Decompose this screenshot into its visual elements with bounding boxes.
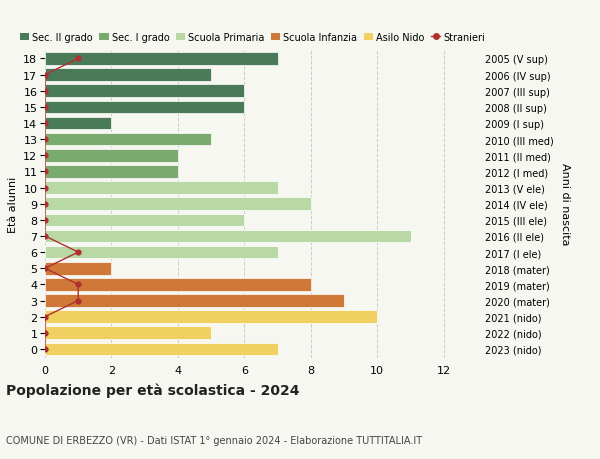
Bar xyxy=(45,343,278,355)
Bar xyxy=(45,118,112,130)
Bar xyxy=(45,214,244,227)
Bar xyxy=(45,295,344,307)
Bar xyxy=(45,85,244,98)
Text: COMUNE DI ERBEZZO (VR) - Dati ISTAT 1° gennaio 2024 - Elaborazione TUTTITALIA.IT: COMUNE DI ERBEZZO (VR) - Dati ISTAT 1° g… xyxy=(6,435,422,445)
Bar xyxy=(45,327,211,339)
Bar xyxy=(45,69,211,82)
Bar xyxy=(45,53,278,66)
Y-axis label: Età alunni: Età alunni xyxy=(8,176,17,232)
Bar xyxy=(45,311,377,323)
Bar xyxy=(45,198,311,211)
Y-axis label: Anni di nascita: Anni di nascita xyxy=(560,163,570,246)
Bar xyxy=(45,279,311,291)
Bar xyxy=(45,263,112,275)
Legend: Sec. II grado, Sec. I grado, Scuola Primaria, Scuola Infanzia, Asilo Nido, Stran: Sec. II grado, Sec. I grado, Scuola Prim… xyxy=(20,33,485,43)
Bar xyxy=(45,134,211,146)
Text: Popolazione per età scolastica - 2024: Popolazione per età scolastica - 2024 xyxy=(6,382,299,397)
Bar xyxy=(45,150,178,162)
Bar xyxy=(45,101,244,114)
Bar xyxy=(45,230,410,243)
Bar xyxy=(45,246,278,259)
Bar xyxy=(45,166,178,179)
Bar xyxy=(45,182,278,195)
